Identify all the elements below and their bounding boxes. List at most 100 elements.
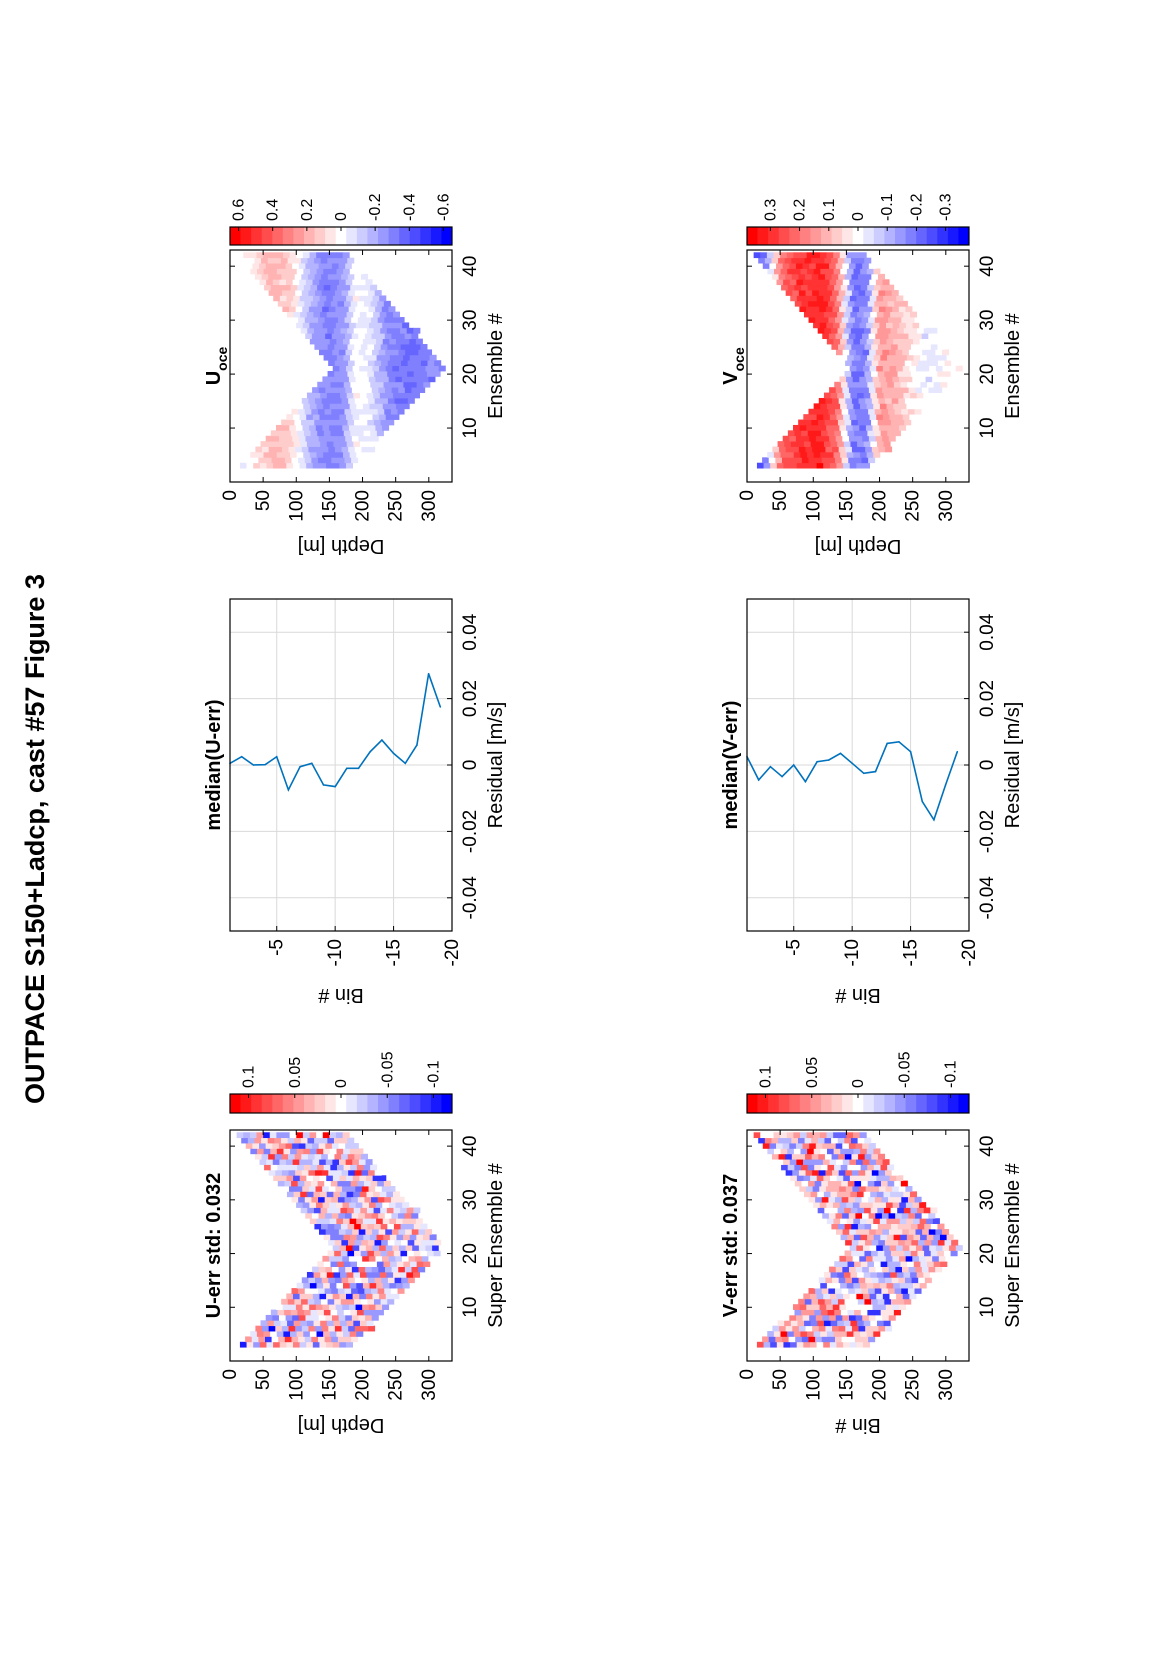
u_err-cell — [372, 1228, 380, 1235]
v_err-cell — [822, 1314, 830, 1321]
u_err-cell — [304, 1336, 312, 1343]
u_oce-cell — [347, 370, 355, 377]
v_oce-cell — [842, 333, 850, 340]
u_err-cell — [390, 1288, 398, 1294]
v_oce-cell — [917, 370, 925, 377]
v_oce-cell — [847, 284, 855, 291]
u_oce-cell — [351, 317, 359, 323]
v_oce-cell — [822, 279, 830, 286]
v_oce-cell — [904, 419, 912, 426]
v_median-point — [827, 759, 830, 761]
v_oce-colorbar-step — [926, 227, 938, 245]
u_err-cell — [337, 1288, 345, 1294]
u_oce-cell — [261, 257, 269, 264]
u_oce-cell — [414, 360, 422, 366]
u_oce-cell — [267, 441, 275, 447]
v_oce-cell — [893, 381, 901, 388]
v_oce-colorbar-tick-label: -0.2 — [908, 193, 925, 221]
v_err-cell — [857, 1223, 865, 1230]
v_oce-cell — [885, 424, 893, 431]
v_err-cell — [859, 1255, 867, 1262]
u_oce-cell — [293, 311, 301, 318]
u_oce-cell — [387, 419, 395, 426]
u_oce-cell — [347, 257, 355, 264]
u_oce-cell — [352, 365, 360, 372]
u_err-x-label: Super Ensemble # — [485, 1162, 507, 1327]
v_err-cell — [929, 1271, 938, 1278]
v_oce-cell — [845, 360, 853, 366]
v_oce-cell — [950, 370, 958, 377]
u_oce-cell — [380, 344, 388, 350]
v_err-cell — [840, 1218, 848, 1225]
u_oce-cell — [317, 457, 326, 464]
u_err-cell — [299, 1293, 307, 1300]
u_err-cell — [391, 1228, 399, 1235]
u_err-cell — [347, 1153, 355, 1160]
u_oce-cell — [344, 457, 352, 464]
v_err-cell — [794, 1164, 802, 1171]
v_err-cell — [813, 1282, 821, 1289]
v_err-cell — [919, 1282, 927, 1289]
u_oce-cell — [298, 317, 306, 323]
v_oce-cell — [760, 252, 768, 259]
u_err-cell — [316, 1148, 324, 1155]
u_oce-cell — [393, 344, 401, 350]
v_oce-cell — [906, 354, 914, 361]
v_err-cell — [825, 1277, 833, 1284]
u_err-cell — [336, 1218, 344, 1225]
u_oce-cell — [296, 252, 304, 259]
v_oce-cell — [783, 279, 791, 286]
v_err-cell — [839, 1255, 847, 1262]
v_err-cell — [868, 1336, 876, 1343]
u_oce-cell — [263, 268, 271, 275]
v_err-cell — [841, 1288, 849, 1294]
v_err-cell — [951, 1239, 959, 1246]
v_oce-cell — [826, 424, 834, 431]
u_err-cell — [249, 1132, 257, 1139]
v_oce-cell — [798, 446, 806, 453]
v_median-point — [757, 779, 760, 781]
v_err-cell — [846, 1202, 854, 1208]
u_err-cell — [314, 1153, 322, 1160]
v_err-cell — [859, 1186, 867, 1192]
v_oce-cell — [840, 338, 848, 345]
v_err-cell — [792, 1325, 800, 1332]
u_oce-cell — [303, 451, 311, 458]
v_err-cell — [825, 1186, 833, 1192]
u_oce-cell — [287, 419, 295, 426]
u_err-cell — [277, 1164, 285, 1171]
v_oce-cell — [930, 344, 938, 350]
v_err-cell — [850, 1191, 858, 1198]
u_oce-cell — [323, 284, 331, 291]
v_err-cell — [868, 1288, 876, 1294]
u_oce-cell — [404, 387, 412, 393]
u_err-cell — [270, 1309, 278, 1316]
u_oce-cell — [365, 387, 373, 393]
u_oce-cell — [351, 263, 359, 269]
u_err-cell — [395, 1255, 403, 1262]
v_median-point — [851, 762, 853, 765]
v_oce-cell — [803, 295, 811, 302]
u_oce-cell — [306, 311, 314, 318]
u_oce-cell — [396, 354, 404, 361]
u_err-cell — [354, 1223, 362, 1230]
u_err-cell — [391, 1266, 399, 1273]
v_err-cell — [915, 1212, 923, 1219]
v_oce-cell — [802, 435, 810, 442]
v_oce-cell — [807, 268, 815, 275]
v_oce-cell — [876, 365, 884, 372]
v_err-cell — [940, 1261, 948, 1267]
u_err-cell — [303, 1331, 311, 1337]
v_err-cell — [927, 1261, 935, 1267]
u_oce-cell — [373, 370, 381, 377]
v_err-cell — [928, 1266, 936, 1273]
u_oce-cell — [310, 300, 318, 307]
u_err-cell — [295, 1169, 303, 1176]
v_oce-cell — [866, 338, 874, 345]
u_oce-cell — [329, 252, 337, 259]
u_err-cell — [380, 1223, 388, 1230]
u_oce-cell — [296, 451, 304, 458]
v_oce-cell — [871, 273, 879, 280]
v_oce-cell — [849, 462, 857, 469]
u_err-cell — [345, 1228, 353, 1235]
